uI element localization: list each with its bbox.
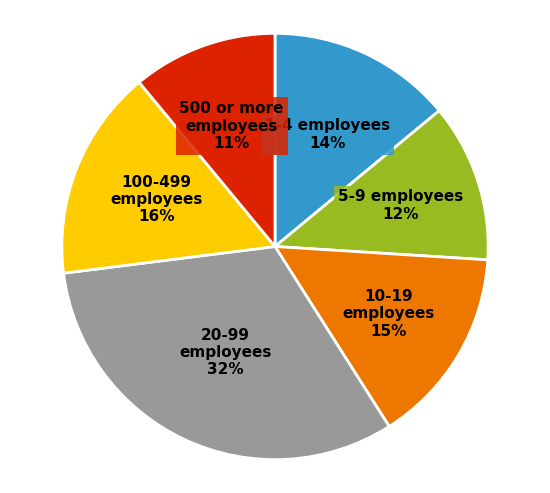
Wedge shape [275,246,488,426]
Text: 20-99
employees
32%: 20-99 employees 32% [179,328,271,378]
Text: 1-4 employees
14%: 1-4 employees 14% [265,118,390,151]
Text: 100-499
employees
16%: 100-499 employees 16% [110,175,202,224]
Wedge shape [139,34,275,246]
Text: 10-19
employees
15%: 10-19 employees 15% [343,289,435,339]
Wedge shape [275,34,439,246]
Wedge shape [64,246,389,459]
Text: 500 or more
employees
11%: 500 or more employees 11% [179,101,284,151]
Wedge shape [62,82,275,273]
Text: 5-9 employees
12%: 5-9 employees 12% [338,189,463,222]
Wedge shape [275,110,488,260]
